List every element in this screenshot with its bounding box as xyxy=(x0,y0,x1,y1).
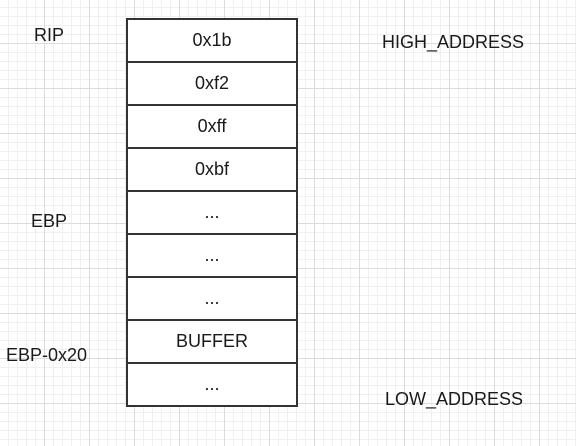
stack-cell-buffer: BUFFER xyxy=(126,319,298,364)
stack-cell-rip-byte-1: 0x1b xyxy=(126,18,298,63)
high-address-label: HIGH_ADDRESS xyxy=(382,32,525,52)
ebp-label: EBP xyxy=(31,211,68,231)
low-address-label: LOW_ADDRESS xyxy=(385,389,524,409)
stack-cell-rip-byte-3: 0xff xyxy=(126,104,298,149)
rip-label: RIP xyxy=(34,25,65,45)
stack-diagram: 0x1b 0xf2 0xff 0xbf ... ... ... BUFFER .… xyxy=(126,18,298,407)
stack-cell-low: ... xyxy=(126,362,298,407)
stack-cell-rip-byte-4: 0xbf xyxy=(126,147,298,192)
stack-cell-ebp: ... xyxy=(126,190,298,235)
stack-cell-rip-byte-2: 0xf2 xyxy=(126,61,298,106)
stack-cell-filler-1: ... xyxy=(126,233,298,278)
ebp-minus-0x20-label: EBP-0x20 xyxy=(6,345,88,365)
stack-cell-filler-2: ... xyxy=(126,276,298,321)
